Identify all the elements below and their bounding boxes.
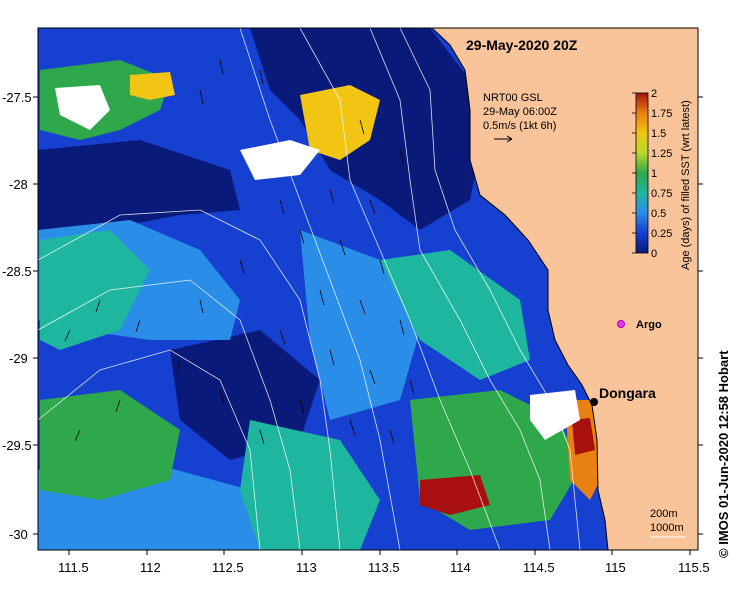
imos-credit: © IMOS 01-Jun-2020 12:58 Hobart (716, 350, 731, 558)
depth-1000m-label: 1000m (650, 522, 684, 534)
map-field (38, 28, 698, 550)
depth-contour-legend: 200m 1000m (650, 508, 686, 538)
x-tick-label: 114.5 (523, 560, 555, 575)
recent-sst-region-west (38, 140, 240, 230)
dongara-marker (590, 398, 598, 406)
x-tick-label: 115.5 (678, 560, 710, 575)
colorbar-tick-label: 1.5 (651, 128, 666, 140)
cloud-gap-center (240, 140, 320, 180)
x-tick-label: 113.5 (368, 560, 400, 575)
current-time-label: 29-May 06:00Z (483, 106, 557, 118)
x-tick-label: 113 (296, 560, 317, 575)
map-date-title: 29-May-2020 20Z (466, 37, 578, 53)
y-tick-label: -29 (9, 351, 28, 366)
argo-float-marker (617, 320, 625, 328)
current-scale-label: 0.5m/s (1kt 6h) (483, 120, 556, 132)
x-axis: 111.5 112 112.5 113 113.5 114 114.5 115 … (58, 550, 710, 575)
colorbar-ticks (632, 92, 636, 254)
current-vectors (64, 59, 415, 445)
colorbar-title: Age (days) of filled SST (wrt latest) (680, 100, 692, 270)
colorbar-gradient (635, 92, 649, 254)
current-scale-arrowhead (506, 135, 513, 143)
colorbar-tick-label: 2 (651, 88, 657, 100)
older-sst-patch-s (240, 420, 380, 550)
y-axis: -27.5 -28 -28.5 -29 -29.5 -30 (2, 90, 703, 542)
current-scale-note: NRT00 GSL 29-May 06:00Z 0.5m/s (1kt 6h) (483, 92, 557, 143)
y-tick-label: -29.5 (2, 438, 32, 453)
oldest-sst-patch-se (420, 475, 490, 515)
colorbar-tick-label: 1.75 (651, 108, 672, 120)
place-argo: Argo (617, 319, 662, 331)
colorbar-tick-label: 1 (651, 168, 657, 180)
current-model-label: NRT00 GSL (483, 92, 543, 104)
argo-label: Argo (636, 319, 662, 331)
x-tick-label: 112.5 (212, 560, 244, 575)
oldest-sst-patch-coast (572, 418, 595, 455)
y-tick-label: -27.5 (2, 90, 32, 105)
y-tick-label: -28.5 (2, 264, 32, 279)
place-dongara: Dongara (590, 385, 656, 406)
x-tick-label: 112 (140, 560, 161, 575)
older-sst-patch-w (40, 230, 150, 350)
y-tick-label: -30 (9, 527, 28, 542)
coastline (431, 28, 609, 550)
cloud-gap-se (530, 390, 580, 440)
colorbar: 2 1.75 1.5 1.25 1 0.75 0.5 0.25 0 Age (d… (632, 88, 692, 270)
older-sst-patch-e (380, 250, 530, 380)
x-tick-label: 114 (450, 560, 471, 575)
y-tick-label: -28 (9, 177, 28, 192)
colorbar-tick-label: 0 (651, 248, 657, 260)
colorbar-tick-label: 0.5 (651, 208, 666, 220)
plot-frame (37, 27, 699, 551)
colorbar-tick-label: 0.25 (651, 228, 672, 240)
colorbar-tick-label: 1.25 (651, 148, 672, 160)
depth-200m-label: 200m (650, 508, 678, 520)
x-tick-label: 111.5 (58, 560, 89, 575)
dongara-label: Dongara (599, 385, 656, 401)
old-sst-patch-nw (130, 72, 175, 100)
colorbar-tick-label: 0.75 (651, 188, 672, 200)
cloud-gap-nw (55, 85, 110, 130)
land-wa-coast (432, 28, 698, 550)
x-tick-label: 115 (605, 560, 626, 575)
old-sst-patch-n (300, 85, 380, 160)
older-sst-patch-sw (40, 390, 180, 500)
bathymetry-contours (38, 28, 581, 550)
